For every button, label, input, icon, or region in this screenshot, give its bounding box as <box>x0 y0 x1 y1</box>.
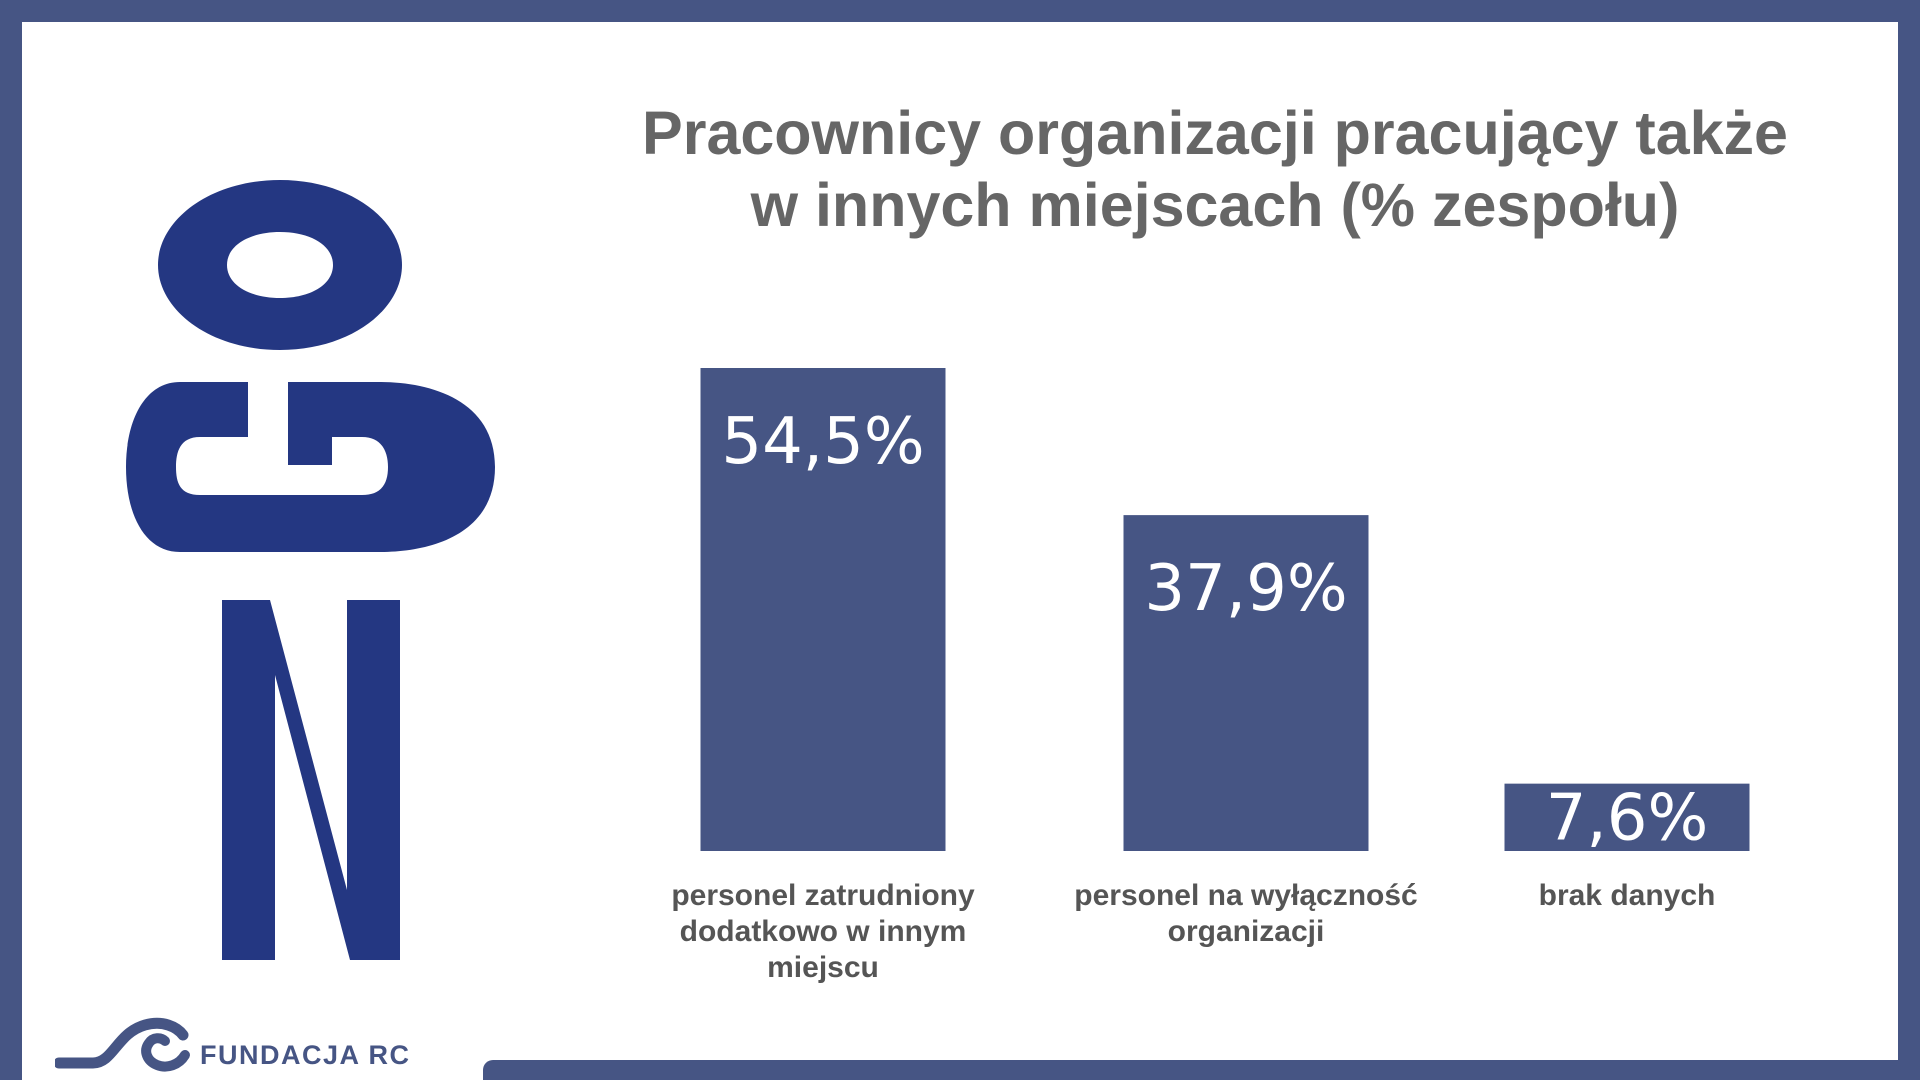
chart-title: Pracownicy organizacji pracujący także w… <box>640 98 1790 242</box>
chart-title-line-1: Pracownicy organizacji pracujący także <box>642 99 1788 167</box>
bar-2 <box>1504 783 1750 851</box>
bar-1 <box>1123 515 1369 851</box>
chart-title-line-2: w innych miejscach (% zespołu) <box>750 170 1680 239</box>
ngo-vertical-logo-icon <box>126 180 495 960</box>
wave-c-icon <box>55 1017 190 1072</box>
footer-brand-name: FUNDACJA RC <box>200 1040 411 1070</box>
bottom-accent-bar <box>483 1060 1920 1080</box>
category-label-additional-employment: personel zatrudniony dodatkowo w innym m… <box>671 879 975 984</box>
category-label-exclusive-staff: personel na wyłączność organizacji <box>1074 879 1418 948</box>
bar-value-label-1: 37,9% <box>1144 552 1347 626</box>
bar-0 <box>700 368 946 851</box>
bar-value-label-0: 54,5% <box>721 405 924 479</box>
bar-value-label-2: 7,6% <box>1546 781 1709 855</box>
category-label-no-data: brak danych <box>1538 879 1716 912</box>
